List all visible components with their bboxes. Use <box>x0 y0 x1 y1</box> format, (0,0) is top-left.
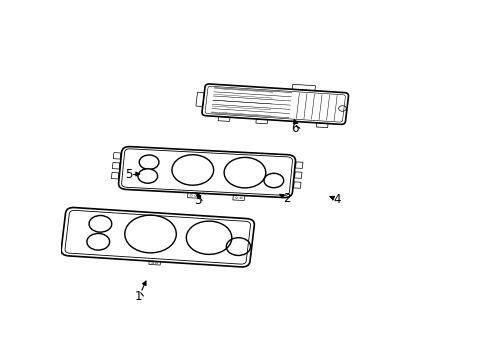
Bar <box>148 261 160 265</box>
FancyBboxPatch shape <box>202 84 348 125</box>
Bar <box>112 163 120 169</box>
Text: 4: 4 <box>333 193 340 206</box>
Bar <box>196 92 204 107</box>
Bar <box>232 195 244 201</box>
Text: 6: 6 <box>291 122 299 135</box>
Circle shape <box>139 155 159 170</box>
Text: 2: 2 <box>283 193 290 206</box>
Bar <box>316 123 327 128</box>
Circle shape <box>224 157 265 188</box>
Circle shape <box>172 155 213 185</box>
Bar <box>292 84 315 91</box>
Bar <box>255 119 267 124</box>
Bar <box>295 162 303 168</box>
Text: 5: 5 <box>124 167 132 180</box>
Bar <box>293 182 301 188</box>
Bar <box>111 172 119 179</box>
Bar <box>294 172 302 178</box>
Bar <box>187 193 199 198</box>
Bar <box>113 153 121 159</box>
FancyBboxPatch shape <box>118 147 295 198</box>
Text: 1: 1 <box>135 289 142 302</box>
Circle shape <box>138 169 157 183</box>
Bar <box>218 117 229 121</box>
Circle shape <box>264 173 283 188</box>
Text: 3: 3 <box>193 194 201 207</box>
